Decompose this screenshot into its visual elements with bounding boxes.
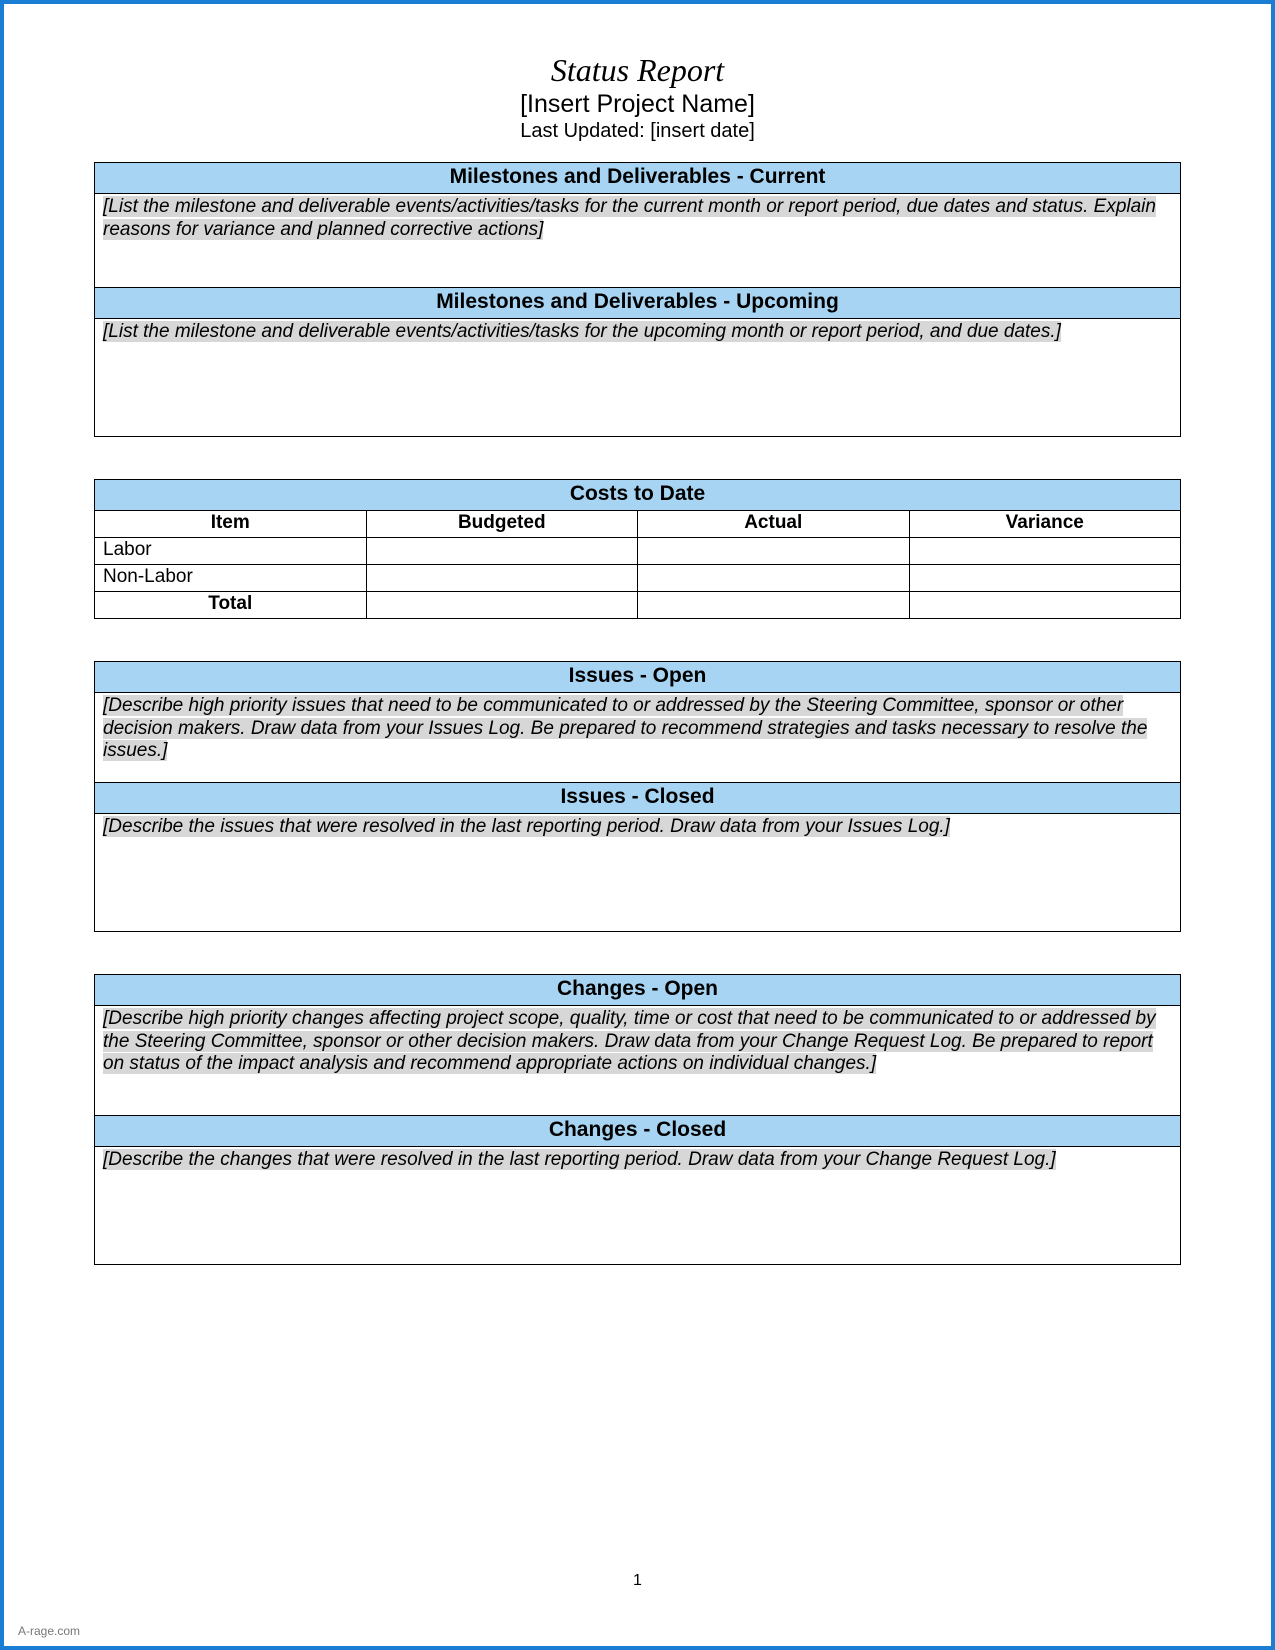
costs-cell: [909, 591, 1181, 618]
costs-cell: [366, 591, 638, 618]
spacer: [94, 619, 1181, 661]
costs-row-total: Total: [95, 591, 1181, 618]
costs-cell: [366, 537, 638, 564]
issues-closed-body: [Describe the issues that were resolved …: [95, 813, 1181, 931]
doc-title: Status Report: [94, 52, 1181, 89]
milestones-current-heading: Milestones and Deliverables - Current: [95, 162, 1181, 193]
costs-cell: [909, 564, 1181, 591]
doc-updated: Last Updated: [insert date]: [94, 119, 1181, 144]
costs-col-actual: Actual: [638, 510, 910, 537]
costs-total-label: Total: [95, 591, 367, 618]
spacer: [94, 437, 1181, 479]
milestones-current-body: [List the milestone and deliverable even…: [95, 193, 1181, 287]
issues-closed-heading: Issues - Closed: [95, 782, 1181, 813]
costs-cell: Labor: [95, 537, 367, 564]
changes-open-heading: Changes - Open: [95, 974, 1181, 1005]
costs-col-variance: Variance: [909, 510, 1181, 537]
issues-table: Issues - Open [Describe high priority is…: [94, 661, 1181, 932]
costs-cell: [366, 564, 638, 591]
page-frame: Status Report [Insert Project Name] Last…: [0, 0, 1275, 1650]
costs-cell: Non-Labor: [95, 564, 367, 591]
costs-col-item: Item: [95, 510, 367, 537]
costs-cell: [909, 537, 1181, 564]
costs-row-labor: Labor: [95, 537, 1181, 564]
changes-open-body: [Describe high priority changes affectin…: [95, 1005, 1181, 1115]
changes-closed-heading: Changes - Closed: [95, 1115, 1181, 1146]
costs-cell: [638, 591, 910, 618]
spacer: [94, 932, 1181, 974]
costs-title: Costs to Date: [95, 479, 1181, 510]
costs-table: Costs to Date Item Budgeted Actual Varia…: [94, 479, 1181, 619]
changes-closed-body: [Describe the changes that were resolved…: [95, 1146, 1181, 1264]
milestones-table: Milestones and Deliverables - Current [L…: [94, 162, 1181, 437]
changes-table: Changes - Open [Describe high priority c…: [94, 974, 1181, 1265]
watermark: A-rage.com: [18, 1624, 80, 1638]
issues-open-body: [Describe high priority issues that need…: [95, 692, 1181, 782]
costs-row-nonlabor: Non-Labor: [95, 564, 1181, 591]
page-number: 1: [4, 1572, 1271, 1590]
document-header: Status Report [Insert Project Name] Last…: [94, 52, 1181, 144]
costs-cell: [638, 564, 910, 591]
costs-col-budgeted: Budgeted: [366, 510, 638, 537]
milestones-upcoming-body: [List the milestone and deliverable even…: [95, 318, 1181, 436]
costs-cell: [638, 537, 910, 564]
milestones-upcoming-heading: Milestones and Deliverables - Upcoming: [95, 287, 1181, 318]
doc-subtitle: [Insert Project Name]: [94, 89, 1181, 119]
issues-open-heading: Issues - Open: [95, 661, 1181, 692]
